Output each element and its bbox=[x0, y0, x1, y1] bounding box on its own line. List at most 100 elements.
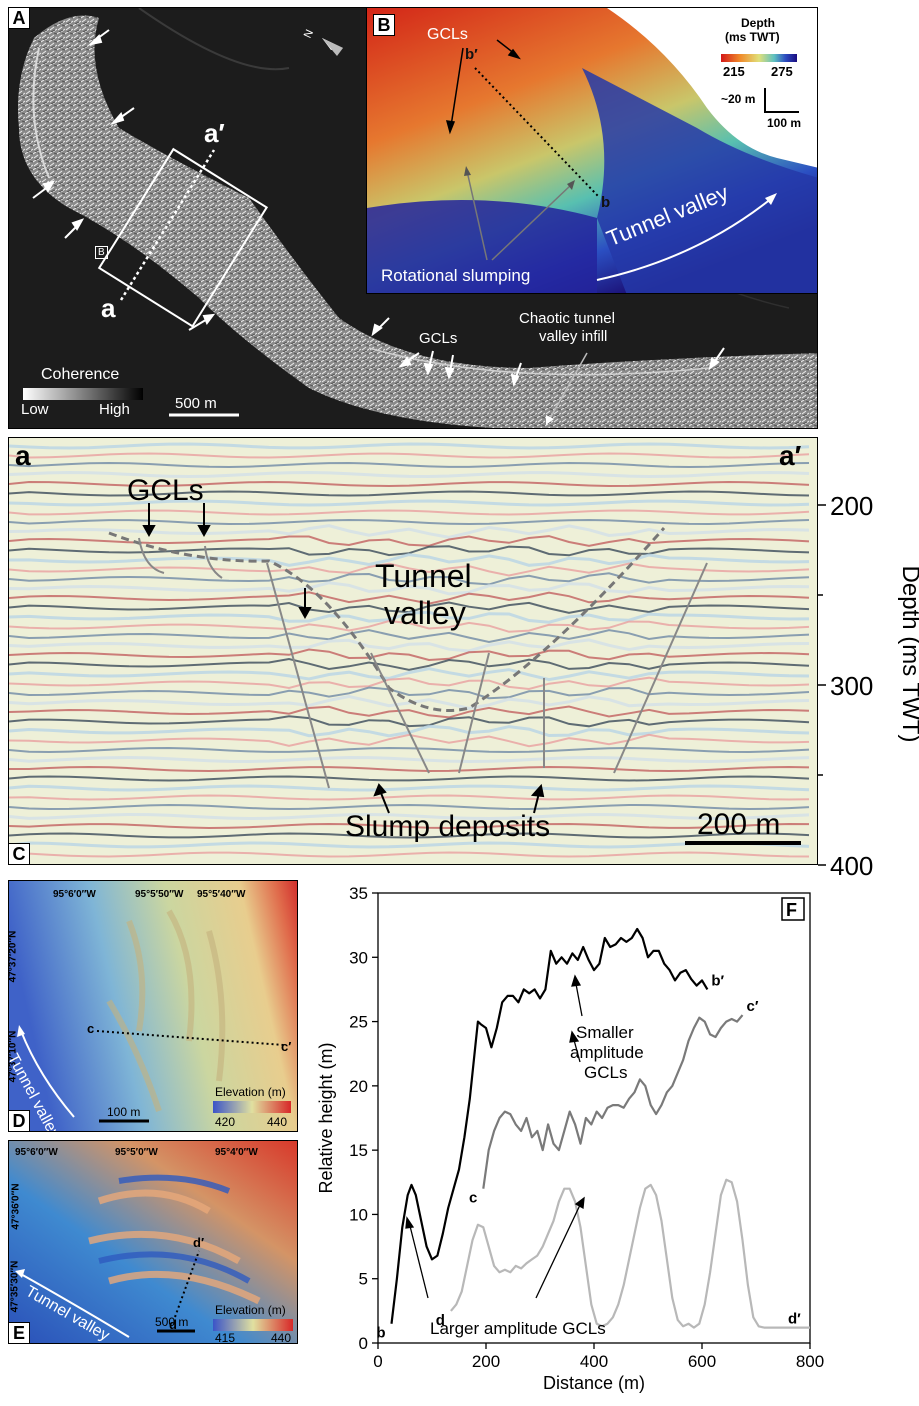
seismic-reflector bbox=[9, 686, 810, 700]
seismic-reflector bbox=[9, 490, 810, 497]
scale-label-d: 100 m bbox=[107, 1105, 141, 1119]
section-label-right: a′ bbox=[779, 440, 802, 471]
seismic-reflector bbox=[9, 524, 810, 539]
profile-label-b-prime: b′ bbox=[465, 46, 478, 63]
scale-bars-b bbox=[764, 88, 799, 113]
panel-b-depth-surface: B GCLs b′ b Depth (ms TWT) 215 275 ~20 m… bbox=[366, 7, 818, 294]
seismic-reflector bbox=[9, 461, 810, 469]
y-tick-label: 25 bbox=[349, 1013, 368, 1032]
panel-letter-b: B bbox=[373, 14, 395, 36]
series-line-b bbox=[390, 927, 709, 1324]
elevation-legend-title-d: Elevation (m) bbox=[215, 1085, 286, 1099]
seismic-section-canvas bbox=[9, 442, 810, 858]
scale-label-c: 200 m bbox=[697, 808, 781, 841]
seismic-reflector bbox=[9, 562, 810, 577]
seismic-reflector bbox=[9, 832, 810, 839]
panel-d-elevation-map: D 95°6′0″W 95°5′50″W 95°5′40″W 47°37′20″… bbox=[8, 880, 298, 1132]
seismic-reflector bbox=[9, 705, 810, 719]
elevation-legend-max-e: 440 bbox=[271, 1331, 292, 1344]
annotation-large: Larger amplitude GCLs bbox=[430, 1319, 606, 1338]
panel-letter-e: E bbox=[9, 1322, 30, 1343]
seismic-reflector bbox=[9, 755, 810, 764]
gcl-label-a: GCLs bbox=[419, 330, 458, 347]
depth-tick-400: 400 bbox=[830, 851, 874, 881]
depth-legend-title-1: Depth bbox=[741, 16, 775, 30]
tunnel-valley-band bbox=[18, 15, 817, 428]
seismic-reflector bbox=[9, 470, 810, 479]
y-tick-label: 30 bbox=[349, 948, 368, 967]
seismic-reflector bbox=[9, 509, 810, 516]
tunnel-valley-arrow-e bbox=[18, 1272, 130, 1338]
seismic-reflector bbox=[9, 803, 810, 811]
y-tick-label: 5 bbox=[359, 1270, 368, 1289]
depth-tick-200: 200 bbox=[830, 491, 874, 521]
profile-label-c-prime: c′ bbox=[281, 1039, 292, 1054]
depth-legend-max: 275 bbox=[771, 64, 793, 79]
y-tick-label: 10 bbox=[349, 1205, 368, 1224]
seismic-reflector bbox=[9, 733, 810, 748]
section-label-a: a bbox=[101, 293, 116, 323]
panel-letter-d: D bbox=[9, 1110, 30, 1131]
seismic-reflector bbox=[9, 610, 810, 624]
section-label-left: a bbox=[15, 440, 31, 471]
seismic-reflector bbox=[9, 765, 810, 773]
chart-annotation-arrows bbox=[405, 974, 585, 1299]
depth-axis-c bbox=[818, 504, 826, 866]
y-tick-label: 20 bbox=[349, 1077, 368, 1096]
elevation-legend-max-d: 440 bbox=[267, 1115, 288, 1129]
elevation-map-d-canvas bbox=[9, 881, 297, 1131]
seismic-reflector bbox=[9, 715, 810, 728]
profile-label-b: b bbox=[601, 194, 611, 211]
lon-label-e-2: 95°5′0″W bbox=[115, 1147, 158, 1158]
lat-label-e-1: 47°36′0″N bbox=[10, 1183, 22, 1230]
seismic-reflectors bbox=[9, 442, 810, 858]
seismic-reflector bbox=[9, 638, 810, 653]
panel-letter-a: A bbox=[9, 8, 30, 29]
lon-label-d-1: 95°6′0″W bbox=[53, 889, 96, 900]
coherence-legend-bar bbox=[23, 388, 143, 400]
series-start-label: c bbox=[469, 1190, 477, 1207]
seismic-reflector bbox=[9, 746, 810, 754]
seismic-reflector bbox=[9, 581, 810, 596]
gcl-arrows bbox=[32, 29, 725, 387]
seismic-reflector bbox=[9, 784, 810, 792]
seismic-reflector bbox=[9, 535, 810, 547]
x-axis-label: Distance (m) bbox=[543, 1373, 645, 1393]
depth-axis-label: Depth (ms TWT) bbox=[897, 565, 919, 743]
depth-tick-300: 300 bbox=[830, 671, 874, 701]
chart-axes: 0 200 400 600 800 0 5 10 15 20 25 30 35 Distance (m) R… bbox=[316, 884, 824, 1393]
profile-label-d-prime: d′ bbox=[193, 1235, 205, 1250]
slump-deposits-label: Slump deposits bbox=[345, 810, 551, 843]
profile-line-d bbox=[174, 1250, 200, 1318]
x-tick-label: 0 bbox=[373, 1352, 382, 1371]
infill-label-line1: Chaotic tunnel bbox=[519, 310, 615, 327]
chart-series: b b′ c c′ d d′ bbox=[376, 927, 810, 1342]
x-tick-label: 200 bbox=[472, 1352, 500, 1371]
profile-line-c bbox=[96, 1030, 285, 1046]
seismic-reflector bbox=[9, 499, 810, 507]
lon-label-e-1: 95°6′0″W bbox=[15, 1147, 58, 1158]
seismic-reflector bbox=[9, 629, 810, 644]
elevation-legend-bar-e bbox=[213, 1319, 293, 1331]
series-line-d bbox=[450, 1178, 810, 1329]
depth-legend-min: 215 bbox=[723, 64, 745, 79]
scale-label-a: 500 m bbox=[175, 395, 217, 412]
panel-f-profile-chart: 0 200 400 600 800 0 5 10 15 20 25 30 35 Distance (m) R… bbox=[316, 884, 824, 1393]
series-line-c bbox=[482, 1014, 744, 1189]
gcl-label-b: GCLs bbox=[427, 26, 468, 43]
section-label-a-prime: a′ bbox=[204, 118, 225, 148]
lon-label-e-3: 95°4′0″W bbox=[215, 1147, 258, 1158]
lat-label-d-1: 47°37′20″N bbox=[8, 930, 19, 983]
series-end-label: c′ bbox=[747, 998, 759, 1015]
seismic-reflector bbox=[9, 619, 810, 633]
coherence-legend-low: Low bbox=[21, 401, 49, 418]
y-tick-label: 35 bbox=[349, 884, 368, 903]
seismic-reflector bbox=[9, 694, 810, 710]
seismic-reflector bbox=[9, 518, 810, 526]
seismic-reflector bbox=[9, 822, 810, 830]
seismic-reflector bbox=[9, 553, 810, 567]
y-tick-label: 15 bbox=[349, 1141, 368, 1160]
seismic-reflector bbox=[9, 452, 810, 459]
seismic-reflector bbox=[9, 812, 810, 821]
infill-label-line2: valley infill bbox=[539, 328, 608, 345]
